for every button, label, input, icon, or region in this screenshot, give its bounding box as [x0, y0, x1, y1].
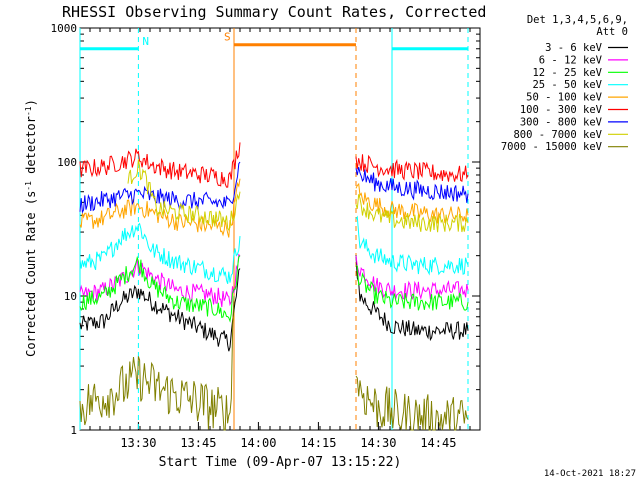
series-line — [355, 154, 469, 183]
x-tick-label: 14:15 — [300, 436, 336, 450]
x-tick-label: 14:30 — [360, 436, 396, 450]
legend-entry-label: 800 - 7000 keV — [513, 129, 602, 141]
legend-entry-label: 25 - 50 keV — [532, 79, 602, 91]
series-line — [355, 166, 469, 203]
x-tick-label: 13:45 — [180, 436, 216, 450]
x-tick-label: 13:30 — [120, 436, 156, 450]
y-label-superscript: -1 — [24, 181, 33, 191]
series-line — [355, 264, 469, 311]
y-axis-label: Corrected Count Rate (s-1 detector-1) — [24, 99, 39, 357]
series-line — [127, 159, 241, 232]
y-label-part: ) — [24, 99, 38, 106]
timestamp: 14-Oct-2021 18:27 — [544, 469, 636, 479]
series-line — [355, 182, 469, 224]
legend-entry-label: 3 - 6 keV — [545, 42, 603, 54]
y-tick-label: 1000 — [51, 22, 78, 35]
series-line — [79, 268, 241, 352]
series-line — [79, 161, 241, 214]
x-tick-label: 14:00 — [240, 436, 276, 450]
x-tick-label: 14:45 — [420, 436, 456, 450]
band-label: N — [142, 35, 149, 48]
legend-entry-label: 100 - 300 keV — [520, 104, 603, 116]
y-label-part: Corrected Count Rate (s — [24, 191, 38, 357]
series-line — [355, 215, 469, 276]
y-label-superscript: -1 — [24, 106, 33, 116]
legend-entry-label: 12 - 25 keV — [532, 67, 602, 79]
y-tick-label: 10 — [64, 290, 77, 303]
series-line — [79, 142, 241, 188]
legend-entry-label: 300 - 800 keV — [520, 116, 603, 128]
legend-header: Det 1,3,4,5,6,9, — [527, 14, 628, 26]
series-line — [355, 255, 469, 300]
legend-header: Att 0 — [596, 26, 628, 38]
series-line — [79, 253, 241, 307]
series-line — [79, 255, 241, 323]
series-line — [355, 375, 469, 431]
plot-area: 1 10 100 1000 13:30 13:45 14:00 14:15 14:30 14:45… — [51, 22, 481, 450]
y-tick-label: 100 — [57, 156, 77, 169]
legend-entry-label: 7000 - 15000 keV — [501, 141, 603, 153]
series-line — [355, 194, 469, 233]
y-tick-label: 1 — [70, 424, 77, 437]
chart-title: RHESSI Observing Summary Count Rates, Co… — [62, 3, 486, 21]
band-label: S — [224, 31, 231, 44]
series-line — [79, 295, 235, 431]
series-line — [79, 222, 241, 284]
series-line — [355, 255, 469, 342]
y-label-part: detector — [24, 116, 38, 181]
x-axis-label: Start Time (09-Apr-07 13:15:22) — [159, 455, 402, 470]
legend-entry-label: 6 - 12 keV — [539, 54, 603, 66]
legend-entry-label: 50 - 100 keV — [526, 92, 603, 104]
